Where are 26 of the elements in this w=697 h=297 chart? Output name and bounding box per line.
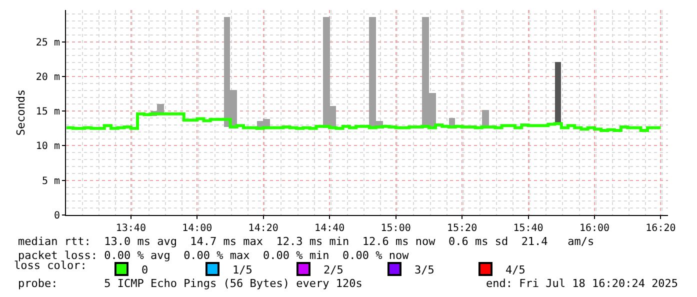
- y-tick-label: 15 m: [36, 106, 60, 118]
- y-tick-label: 20 m: [36, 72, 60, 83]
- x-tick-label: 15:40: [513, 223, 544, 234]
- x-tick-label: 14:40: [314, 223, 345, 234]
- text: median rtt: 13.0 ms avg 14.7 ms max 12.3 ms min 12.6 ms now 0.6 ms sd 21.4 am/s: [18, 235, 594, 248]
- bar: [555, 62, 561, 124]
- y-tick-label: 0: [54, 210, 60, 222]
- x-tick-label: 15:20: [446, 223, 478, 234]
- x-tick-label: 15:00: [380, 223, 411, 234]
- y-tick-label: 5 m: [42, 176, 60, 187]
- legend-label: 0: [141, 263, 148, 276]
- x-tick-label: 14:20: [248, 223, 278, 234]
- legend-label: 2/5: [323, 263, 344, 276]
- text: end: Fri Jul 18 16:20:24 2025: [486, 277, 678, 290]
- legend-label: 1/5: [232, 263, 252, 276]
- legend-label: 3/5: [414, 263, 434, 276]
- x-tick-label: 16:20: [646, 223, 676, 234]
- text: probe: 5 ICMP Echo Pings (56 Bytes) every 120s: [18, 277, 362, 290]
- y-tick-label: 25 m: [36, 37, 60, 48]
- text: packet loss: 0.00 % avg 0.00 % max 0.00 % min 0.00 % now: [18, 249, 410, 262]
- legend-label: 4/5: [505, 263, 526, 276]
- x-tick-label: 14:00: [182, 223, 212, 234]
- y-axis-title: Seconds: [14, 89, 28, 136]
- y-tick-label: 10 m: [36, 141, 60, 152]
- x-tick-label: 13:40: [116, 223, 146, 234]
- x-tick-label: 16:00: [579, 223, 610, 234]
